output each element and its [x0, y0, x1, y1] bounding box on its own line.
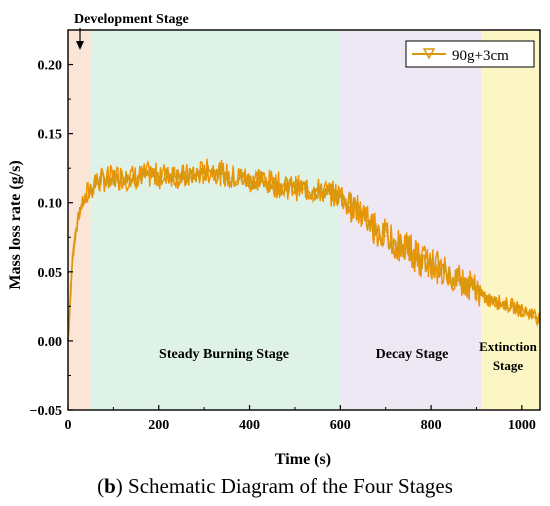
series-point — [171, 172, 174, 175]
x-tick-label: 200 — [148, 418, 169, 433]
series-point — [180, 176, 183, 179]
legend-series-name: 90g+3cm — [452, 48, 509, 64]
series-point — [511, 305, 514, 308]
stage-label-steady: Steady Burning Stage — [159, 347, 289, 362]
series-point — [348, 201, 351, 204]
series-point — [303, 188, 305, 190]
series-point — [475, 288, 478, 291]
series-point — [407, 243, 410, 246]
series-point — [221, 172, 224, 175]
ticks: 0 200 400 600 800 1000 −0.05 0.00 0.05 0.10 0.15 0.… — [30, 59, 536, 433]
series-point — [384, 234, 387, 237]
y-tick-label: 0.15 — [38, 128, 63, 143]
y-tick-label: 0.10 — [38, 197, 63, 212]
series-point — [239, 175, 242, 178]
series-point — [330, 192, 333, 194]
series-point — [480, 294, 482, 297]
stage-label-decay: Decay Stage — [376, 347, 449, 362]
caption-open: ( — [97, 474, 105, 498]
series-point — [257, 178, 260, 181]
mass-loss-rate-chart: 0 200 400 600 800 1000 −0.05 0.00 0.05 0.10 0.15 0.… — [7, 12, 541, 468]
legend-marker — [422, 48, 436, 60]
series-point — [439, 268, 442, 270]
series-point — [284, 185, 287, 188]
series-point — [85, 194, 88, 197]
series-point — [530, 312, 532, 315]
series-point — [393, 243, 396, 246]
series-point — [148, 174, 151, 176]
x-tick-label: 1000 — [508, 418, 536, 433]
y-tick-label: 0.20 — [38, 59, 63, 74]
series-point — [430, 262, 432, 265]
plot-frame — [67, 29, 541, 411]
development-arrow — [76, 28, 84, 50]
stage-band-1 — [90, 30, 341, 410]
series-point — [212, 168, 215, 171]
y-tick-label: 0.00 — [38, 335, 63, 350]
series-point — [457, 279, 460, 282]
series-point — [78, 212, 81, 215]
series-point — [466, 284, 469, 287]
series-point — [402, 247, 405, 250]
series-point — [448, 273, 451, 276]
series-point — [493, 299, 496, 302]
stage-label-extinction-line1: Extinction — [479, 339, 538, 354]
series-point — [230, 176, 233, 179]
stage-label-development: Development Stage — [74, 12, 189, 27]
series-point — [339, 196, 342, 199]
series-point — [275, 183, 278, 186]
series-point — [375, 229, 378, 232]
x-tick-label: 400 — [239, 418, 260, 433]
series-point — [366, 219, 369, 222]
stage-label-extinction-line2: Stage — [493, 358, 524, 373]
series-point — [112, 176, 115, 179]
series-point — [157, 175, 160, 178]
series-point — [421, 259, 423, 262]
x-tick-label: 600 — [330, 418, 351, 433]
x-tick-label: 800 — [421, 418, 442, 433]
stage-band-3 — [481, 30, 540, 410]
legend: 90g+3cm — [405, 40, 535, 68]
series-point — [94, 182, 97, 185]
y-axis-label: Mass loss rate (g/s) — [7, 160, 24, 289]
stage-band-0 — [68, 30, 91, 410]
series-point — [135, 176, 137, 179]
series-point — [103, 178, 106, 181]
series-point — [412, 254, 414, 257]
series-point — [89, 188, 92, 190]
figure-caption: (b) Schematic Diagram of the Four Stages — [0, 474, 550, 499]
caption-letter: b — [104, 474, 116, 498]
series-point — [266, 181, 269, 183]
series-point — [357, 211, 360, 214]
stage-bands — [68, 30, 540, 410]
series-point — [71, 257, 74, 259]
axes — [67, 29, 541, 411]
series-point — [294, 186, 296, 189]
series-point — [194, 174, 196, 176]
y-tick-label: 0.05 — [38, 266, 63, 281]
series-point — [248, 179, 251, 182]
y-tick-label: −0.05 — [30, 404, 62, 419]
series-point — [321, 190, 324, 193]
caption-close: ) — [115, 474, 123, 498]
series-point — [121, 175, 124, 178]
series-point — [69, 298, 72, 301]
series-point — [73, 236, 76, 239]
series-point — [76, 222, 78, 225]
stage-band-2 — [340, 30, 481, 410]
series-point — [312, 189, 314, 192]
series-point — [484, 297, 487, 299]
caption-text: Schematic Diagram of the Four Stages — [122, 474, 453, 498]
series-line — [67, 163, 541, 342]
x-axis-label: Time (s) — [275, 451, 331, 468]
series-point — [203, 171, 206, 174]
x-tick-label: 0 — [65, 418, 72, 433]
series-point — [502, 302, 505, 305]
series-point — [80, 204, 83, 207]
series-point — [520, 309, 523, 312]
